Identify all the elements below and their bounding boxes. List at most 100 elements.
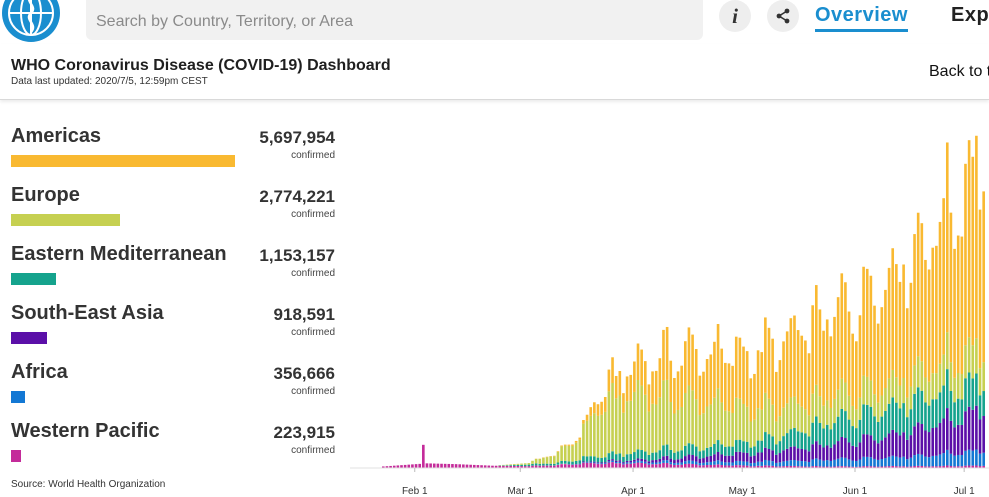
- chart-bar-segment[interactable]: [913, 455, 916, 467]
- chart-bar-segment[interactable]: [884, 458, 887, 467]
- chart-bar-segment[interactable]: [785, 433, 789, 449]
- chart-bar-segment[interactable]: [873, 440, 876, 459]
- chart-bar-segment[interactable]: [709, 354, 713, 405]
- chart-bar-segment[interactable]: [734, 451, 738, 461]
- chart-bar-segment[interactable]: [418, 463, 422, 468]
- chart-bar-segment[interactable]: [884, 410, 887, 438]
- chart-bar-segment[interactable]: [796, 448, 800, 461]
- chart-bar-segment[interactable]: [520, 463, 523, 465]
- chart-bar-segment[interactable]: [880, 466, 884, 469]
- chart-bar-segment[interactable]: [789, 397, 793, 430]
- chart-bar-segment[interactable]: [945, 408, 949, 450]
- chart-bar-segment[interactable]: [724, 465, 727, 468]
- chart-bar-segment[interactable]: [865, 268, 869, 377]
- chart-bar-segment[interactable]: [833, 459, 836, 467]
- chart-bar-segment[interactable]: [392, 465, 396, 468]
- chart-bar-segment[interactable]: [953, 248, 956, 378]
- chart-bar-segment[interactable]: [924, 466, 927, 468]
- chart-bar-segment[interactable]: [789, 318, 793, 398]
- who-emblem-icon[interactable]: [0, 0, 68, 44]
- chart-bar-segment[interactable]: [927, 466, 931, 468]
- chart-bar-segment[interactable]: [800, 448, 804, 462]
- chart-bar-segment[interactable]: [709, 461, 713, 465]
- chart-bar-segment[interactable]: [607, 461, 611, 463]
- chart-bar-segment[interactable]: [673, 452, 676, 461]
- chart-bar-segment[interactable]: [684, 392, 687, 446]
- chart-bar-segment[interactable]: [523, 466, 527, 468]
- chart-bar-segment[interactable]: [742, 452, 745, 462]
- chart-bar-segment[interactable]: [931, 399, 935, 428]
- chart-bar-segment[interactable]: [724, 462, 727, 466]
- chart-bar-segment[interactable]: [855, 466, 858, 468]
- chart-bar-segment[interactable]: [622, 412, 625, 457]
- chart-bar-segment[interactable]: [745, 441, 749, 453]
- chart-bar-segment[interactable]: [753, 373, 756, 420]
- chart-bar-segment[interactable]: [727, 446, 731, 456]
- region-row-europe[interactable]: Europe 2,774,221 confirmed: [11, 184, 341, 236]
- chart-bar-segment[interactable]: [771, 450, 774, 462]
- chart-bar-segment[interactable]: [702, 413, 705, 451]
- chart-bar-segment[interactable]: [531, 463, 534, 466]
- chart-bar-segment[interactable]: [603, 457, 607, 463]
- chart-bar-segment[interactable]: [764, 459, 767, 466]
- chart-bar-segment[interactable]: [804, 466, 807, 468]
- chart-bar-segment[interactable]: [909, 386, 913, 410]
- chart-bar-segment[interactable]: [658, 461, 662, 464]
- chart-bar-segment[interactable]: [694, 464, 698, 468]
- back-link[interactable]: Back to t: [929, 63, 989, 80]
- chart-bar-segment[interactable]: [960, 466, 964, 468]
- chart-bar-segment[interactable]: [476, 465, 480, 468]
- chart-bar-segment[interactable]: [593, 462, 596, 464]
- chart-bar-segment[interactable]: [694, 456, 698, 462]
- chart-bar-segment[interactable]: [414, 464, 418, 468]
- chart-bar-segment[interactable]: [600, 463, 603, 465]
- chart-bar-segment[interactable]: [443, 463, 447, 468]
- chart-bar-segment[interactable]: [589, 462, 593, 468]
- chart-bar-segment[interactable]: [567, 461, 571, 465]
- chart-bar-segment[interactable]: [716, 388, 720, 441]
- chart-bar-segment[interactable]: [800, 432, 804, 449]
- chart-bar-segment[interactable]: [567, 445, 571, 462]
- chart-bar-segment[interactable]: [829, 466, 833, 468]
- chart-bar-segment[interactable]: [447, 463, 451, 468]
- chart-bar-segment[interactable]: [509, 464, 512, 466]
- chart-bar-segment[interactable]: [953, 427, 956, 456]
- chart-bar-segment[interactable]: [680, 365, 683, 407]
- chart-bar-segment[interactable]: [727, 465, 731, 468]
- chart-bar-segment[interactable]: [935, 373, 938, 400]
- chart-bar-segment[interactable]: [851, 460, 854, 467]
- chart-bar-segment[interactable]: [684, 463, 687, 468]
- chart-bar-segment[interactable]: [814, 458, 818, 467]
- chart-bar-segment[interactable]: [705, 406, 709, 448]
- chart-bar-segment[interactable]: [949, 212, 953, 363]
- chart-bar-segment[interactable]: [953, 466, 956, 468]
- chart-bar-segment[interactable]: [593, 461, 596, 463]
- chart-bar-segment[interactable]: [742, 403, 745, 442]
- chart-bar-segment[interactable]: [640, 450, 643, 459]
- chart-bar-segment[interactable]: [942, 198, 945, 355]
- chart-bar-segment[interactable]: [636, 460, 640, 463]
- chart-bar-segment[interactable]: [869, 457, 873, 467]
- chart-bar-segment[interactable]: [596, 457, 600, 463]
- chart-bar-segment[interactable]: [498, 465, 502, 468]
- chart-bar-segment[interactable]: [742, 465, 745, 468]
- chart-bar-segment[interactable]: [975, 135, 978, 339]
- chart-bar-segment[interactable]: [596, 404, 600, 416]
- chart-bar-segment[interactable]: [840, 436, 844, 458]
- chart-bar-segment[interactable]: [880, 395, 884, 417]
- chart-bar-segment[interactable]: [978, 209, 982, 369]
- chart-bar-segment[interactable]: [902, 378, 905, 404]
- chart-bar-segment[interactable]: [949, 390, 953, 421]
- chart-bar-segment[interactable]: [585, 462, 589, 468]
- chart-bar-segment[interactable]: [756, 408, 760, 441]
- chart-bar-segment[interactable]: [512, 465, 516, 466]
- chart-bar-segment[interactable]: [662, 445, 665, 457]
- chart-bar-segment[interactable]: [509, 465, 512, 466]
- chart-bar-segment[interactable]: [636, 380, 640, 450]
- chart-bar-segment[interactable]: [964, 378, 967, 412]
- chart-bar-segment[interactable]: [731, 412, 734, 447]
- chart-bar-segment[interactable]: [756, 461, 760, 466]
- chart-bar-segment[interactable]: [931, 455, 935, 467]
- chart-bar-segment[interactable]: [676, 451, 680, 460]
- chart-bar-segment[interactable]: [713, 454, 716, 462]
